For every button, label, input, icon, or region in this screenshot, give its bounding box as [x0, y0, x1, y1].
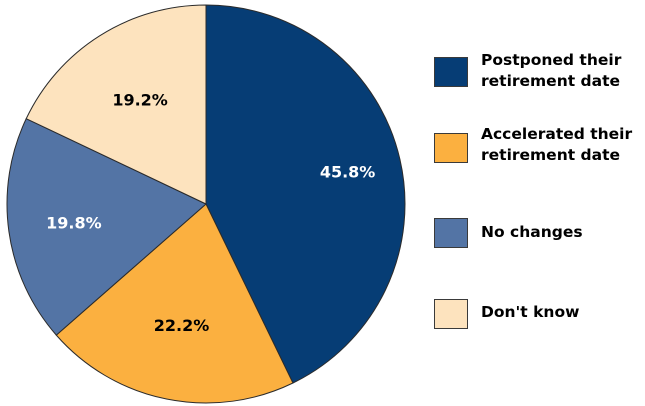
legend-label-dont-know: Don't know — [481, 303, 580, 321]
legend-label-postponed: Postponed their retirement date — [481, 51, 622, 90]
pie-value-label-no-changes: 19.8% — [46, 213, 102, 232]
legend-label-no-changes: No changes — [481, 223, 583, 241]
pie-slice-dont-know — [25, 4, 207, 205]
pie-slices — [6, 4, 406, 404]
legend-label-accelerated: Accelerated their retirement date — [481, 125, 633, 164]
pie-value-label-postponed: 45.8% — [320, 162, 376, 181]
pie-slice-postponed — [205, 4, 406, 384]
pie-value-label-dont-know: 19.2% — [112, 91, 168, 110]
legend-swatch-accelerated — [434, 133, 468, 163]
legend-swatch-dont-know — [434, 299, 468, 329]
pie-value-labels: 45.8% 22.2% 19.8% 19.2% — [46, 91, 375, 335]
legend-swatch-no-changes — [434, 218, 468, 248]
legend-swatch-postponed — [434, 57, 468, 87]
pie-slice-accelerated — [55, 203, 294, 404]
pie-value-label-accelerated: 22.2% — [154, 316, 210, 335]
pie-slice-no-changes — [6, 118, 207, 336]
